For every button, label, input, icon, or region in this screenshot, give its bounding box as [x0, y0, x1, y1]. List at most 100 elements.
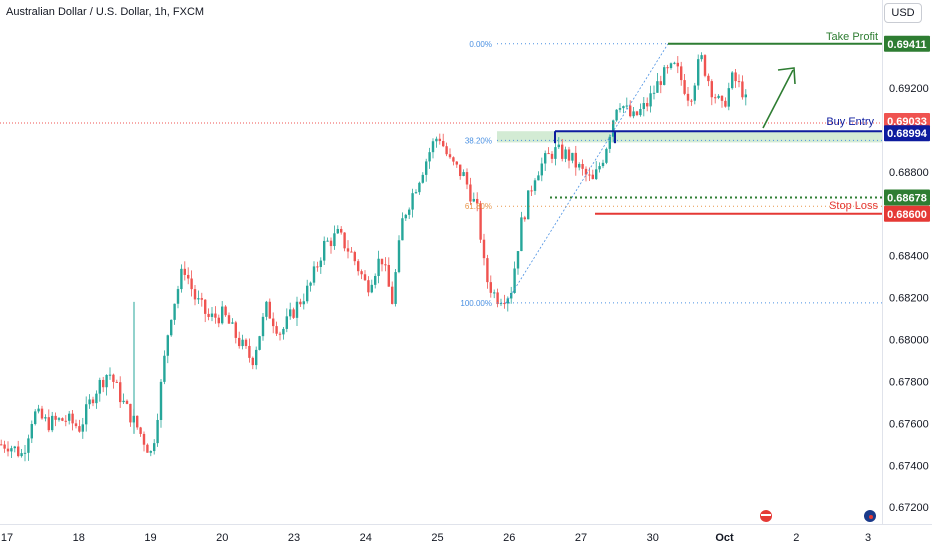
candle-body	[119, 382, 122, 403]
candle	[68, 410, 71, 425]
candle	[108, 367, 112, 380]
candle	[595, 161, 598, 181]
candle-body	[68, 413, 71, 421]
candle	[472, 192, 475, 203]
candle-body	[455, 161, 458, 165]
level-lines-layer: 0.00% 38.20% 61.80% 100.00% Take Profit Buy E…	[0, 31, 882, 308]
candle-body	[591, 174, 594, 180]
buy-entry-price-tag-text: 0.68994	[887, 128, 928, 140]
candle	[159, 379, 163, 428]
candle	[530, 185, 533, 197]
candle-body	[649, 93, 652, 107]
candle-body	[112, 374, 115, 382]
candle-body	[37, 408, 40, 412]
buy-zone	[497, 131, 882, 143]
candle-body	[408, 209, 411, 215]
candle-body	[387, 264, 390, 287]
candle-body	[13, 446, 16, 449]
x-tick-label: 23	[288, 532, 300, 544]
candle	[503, 294, 506, 309]
candle	[326, 237, 329, 242]
candle	[714, 93, 717, 104]
fib-level-label: 61.80%	[465, 202, 492, 211]
candle-body	[95, 393, 98, 404]
candle	[377, 250, 380, 284]
candle-body	[445, 146, 448, 155]
candle-body	[414, 192, 418, 194]
candle-body	[394, 272, 397, 304]
symbol-title[interactable]: Australian Dollar / U.S. Dollar, 1h, FXC…	[6, 6, 205, 18]
candle-body	[493, 292, 496, 294]
candle	[156, 413, 159, 447]
candle-body	[608, 136, 611, 149]
candle-body	[17, 446, 20, 457]
candle	[129, 403, 132, 427]
candle	[78, 419, 81, 433]
candle-body	[428, 152, 431, 162]
candle	[357, 259, 360, 276]
candle	[635, 110, 639, 117]
candle-body	[479, 203, 482, 240]
candle-body	[30, 424, 33, 439]
candle	[646, 97, 649, 112]
candle	[435, 136, 438, 148]
candle-body	[404, 214, 407, 219]
candle-body	[438, 138, 441, 142]
candle	[112, 373, 115, 389]
candle	[615, 109, 618, 122]
candle	[272, 312, 275, 334]
candle	[649, 85, 652, 113]
candle-body	[489, 282, 492, 293]
candle	[448, 148, 452, 159]
candle	[119, 376, 122, 408]
us-flag-icon	[760, 510, 772, 522]
candle-body	[482, 239, 486, 259]
candle	[10, 445, 13, 458]
candle-body	[503, 303, 506, 305]
candle	[442, 133, 445, 148]
y-tick-label: 0.67400	[889, 460, 929, 472]
candle-body	[615, 109, 618, 121]
candle	[363, 270, 367, 281]
candle-body	[669, 63, 673, 69]
candle	[214, 306, 217, 324]
candle-body	[527, 190, 530, 220]
candle-body	[469, 184, 472, 202]
candle	[367, 276, 370, 297]
candle	[557, 137, 560, 150]
candle-body	[520, 217, 523, 252]
candle	[197, 290, 200, 304]
candle-body	[567, 149, 571, 161]
buy-entry-price-tag: 0.68994	[884, 125, 930, 142]
candle-body	[340, 228, 343, 233]
candle	[37, 404, 40, 414]
candle-body	[336, 228, 339, 234]
candle-body	[146, 444, 149, 453]
candle-body	[707, 75, 710, 82]
currency-button[interactable]: USD	[884, 3, 922, 23]
candle-body	[680, 66, 683, 81]
take-profit-label: Take Profit	[826, 31, 878, 43]
candle	[482, 233, 486, 266]
candle-body	[343, 232, 346, 249]
au-flag-icon	[864, 510, 876, 522]
candle	[374, 273, 377, 289]
candle-body	[673, 62, 676, 64]
candle	[404, 213, 407, 221]
candle	[17, 440, 20, 458]
zone-layer	[497, 131, 882, 143]
candle-body	[523, 217, 526, 220]
x-tick-label: 19	[144, 532, 156, 544]
candle	[333, 225, 336, 250]
y-tick-label: 0.67800	[889, 376, 929, 388]
candle	[564, 146, 567, 163]
candle-body	[506, 298, 509, 304]
fib-level-label: 100.00%	[460, 299, 492, 308]
candle	[578, 162, 581, 171]
candle	[98, 377, 101, 402]
candle	[81, 417, 84, 439]
candle-body	[516, 251, 520, 269]
candle	[438, 133, 441, 145]
candle	[693, 82, 696, 105]
